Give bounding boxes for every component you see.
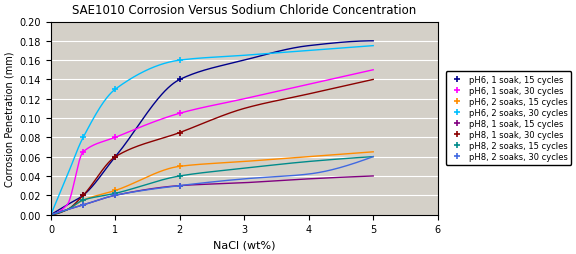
pH6, 2 soaks, 30 cycles <box>176 59 183 62</box>
pH8, 2 soaks, 15 cycles <box>112 192 119 195</box>
Line: pH8, 1 soak, 15 cycles: pH8, 1 soak, 15 cycles <box>79 182 183 209</box>
pH6, 2 soaks, 30 cycles <box>112 88 119 91</box>
Line: pH6, 2 soaks, 30 cycles: pH6, 2 soaks, 30 cycles <box>79 57 183 141</box>
Title: SAE1010 Corrosion Versus Sodium Chloride Concentration: SAE1010 Corrosion Versus Sodium Chloride… <box>72 4 416 17</box>
Legend: pH6, 1 soak, 15 cycles, pH6, 1 soak, 30 cycles, pH6, 2 soaks, 15 cycles, pH6, 2 : pH6, 1 soak, 15 cycles, pH6, 1 soak, 30 … <box>446 72 571 165</box>
pH8, 2 soaks, 30 cycles <box>176 184 183 187</box>
pH8, 1 soak, 15 cycles <box>112 194 119 197</box>
pH6, 1 soak, 15 cycles <box>176 78 183 82</box>
pH8, 1 soak, 15 cycles <box>79 203 86 207</box>
pH8, 1 soak, 15 cycles <box>176 184 183 187</box>
pH6, 2 soaks, 15 cycles <box>79 199 86 202</box>
Y-axis label: Corrosion Penetration (mm): Corrosion Penetration (mm) <box>4 51 14 186</box>
Line: pH6, 1 soak, 30 cycles: pH6, 1 soak, 30 cycles <box>79 110 183 156</box>
pH8, 1 soak, 30 cycles <box>79 194 86 197</box>
pH8, 1 soak, 30 cycles <box>112 155 119 158</box>
Line: pH8, 2 soaks, 15 cycles: pH8, 2 soaks, 15 cycles <box>79 173 183 204</box>
Line: pH6, 1 soak, 15 cycles: pH6, 1 soak, 15 cycles <box>79 77 183 199</box>
pH6, 1 soak, 15 cycles <box>112 155 119 158</box>
pH6, 2 soaks, 15 cycles <box>112 189 119 192</box>
pH6, 2 soaks, 30 cycles <box>79 136 86 139</box>
Line: pH8, 1 soak, 30 cycles: pH8, 1 soak, 30 cycles <box>79 130 183 199</box>
pH8, 1 soak, 30 cycles <box>176 132 183 135</box>
pH6, 1 soak, 30 cycles <box>176 112 183 115</box>
pH8, 2 soaks, 30 cycles <box>112 194 119 197</box>
pH6, 1 soak, 30 cycles <box>79 151 86 154</box>
pH8, 2 soaks, 15 cycles <box>79 199 86 202</box>
pH6, 1 soak, 15 cycles <box>79 194 86 197</box>
pH8, 2 soaks, 15 cycles <box>176 175 183 178</box>
X-axis label: NaCl (wt%): NaCl (wt%) <box>213 240 275 250</box>
Line: pH6, 2 soaks, 15 cycles: pH6, 2 soaks, 15 cycles <box>79 163 183 204</box>
pH6, 2 soaks, 15 cycles <box>176 165 183 168</box>
Line: pH8, 2 soaks, 30 cycles: pH8, 2 soaks, 30 cycles <box>79 182 183 209</box>
pH8, 2 soaks, 30 cycles <box>79 203 86 207</box>
pH6, 1 soak, 30 cycles <box>112 136 119 139</box>
